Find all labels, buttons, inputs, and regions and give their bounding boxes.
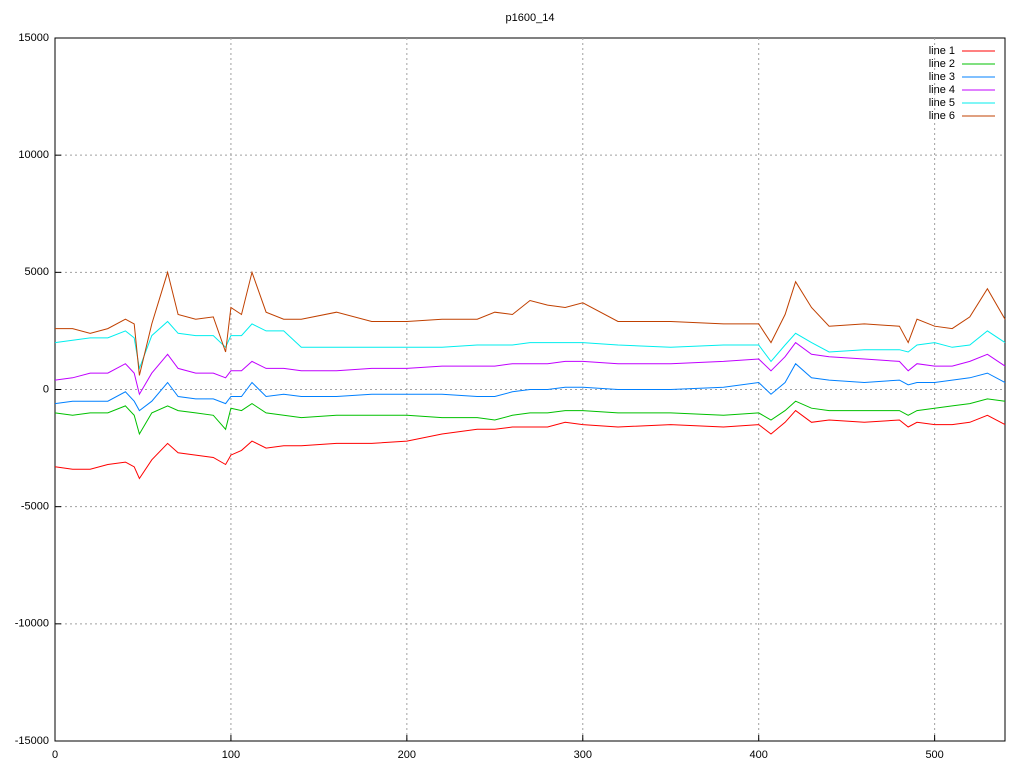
- x-tick-label: 200: [398, 749, 416, 761]
- legend-label: line 5: [929, 97, 955, 109]
- legend-label: line 4: [929, 84, 955, 96]
- legend-label: line 3: [929, 71, 955, 83]
- x-tick-label: 400: [750, 749, 768, 761]
- y-tick-label: 10000: [18, 149, 49, 161]
- series-line: [54, 398, 1006, 436]
- x-tick-label: 0: [52, 749, 58, 761]
- legend-label: line 1: [929, 45, 955, 57]
- legend-label: line 6: [929, 110, 955, 122]
- x-tick-label: 500: [925, 749, 943, 761]
- legend-label: line 2: [929, 58, 955, 70]
- y-tick-label: 5000: [25, 266, 49, 278]
- y-tick-label: 0: [43, 383, 49, 395]
- x-tick-label: 300: [574, 749, 592, 761]
- chart-title: p1600_14: [506, 12, 555, 24]
- y-tick-label: 15000: [18, 32, 49, 44]
- y-tick-label: -15000: [15, 735, 49, 747]
- series-line: [54, 320, 1006, 371]
- series-line: [54, 341, 1006, 396]
- series-line: [55, 270, 1006, 376]
- x-tick-label: 100: [222, 749, 240, 761]
- y-tick-label: -5000: [21, 501, 49, 513]
- series-line: [54, 362, 1006, 412]
- series-line: [54, 409, 1006, 480]
- y-tick-label: -10000: [15, 618, 49, 630]
